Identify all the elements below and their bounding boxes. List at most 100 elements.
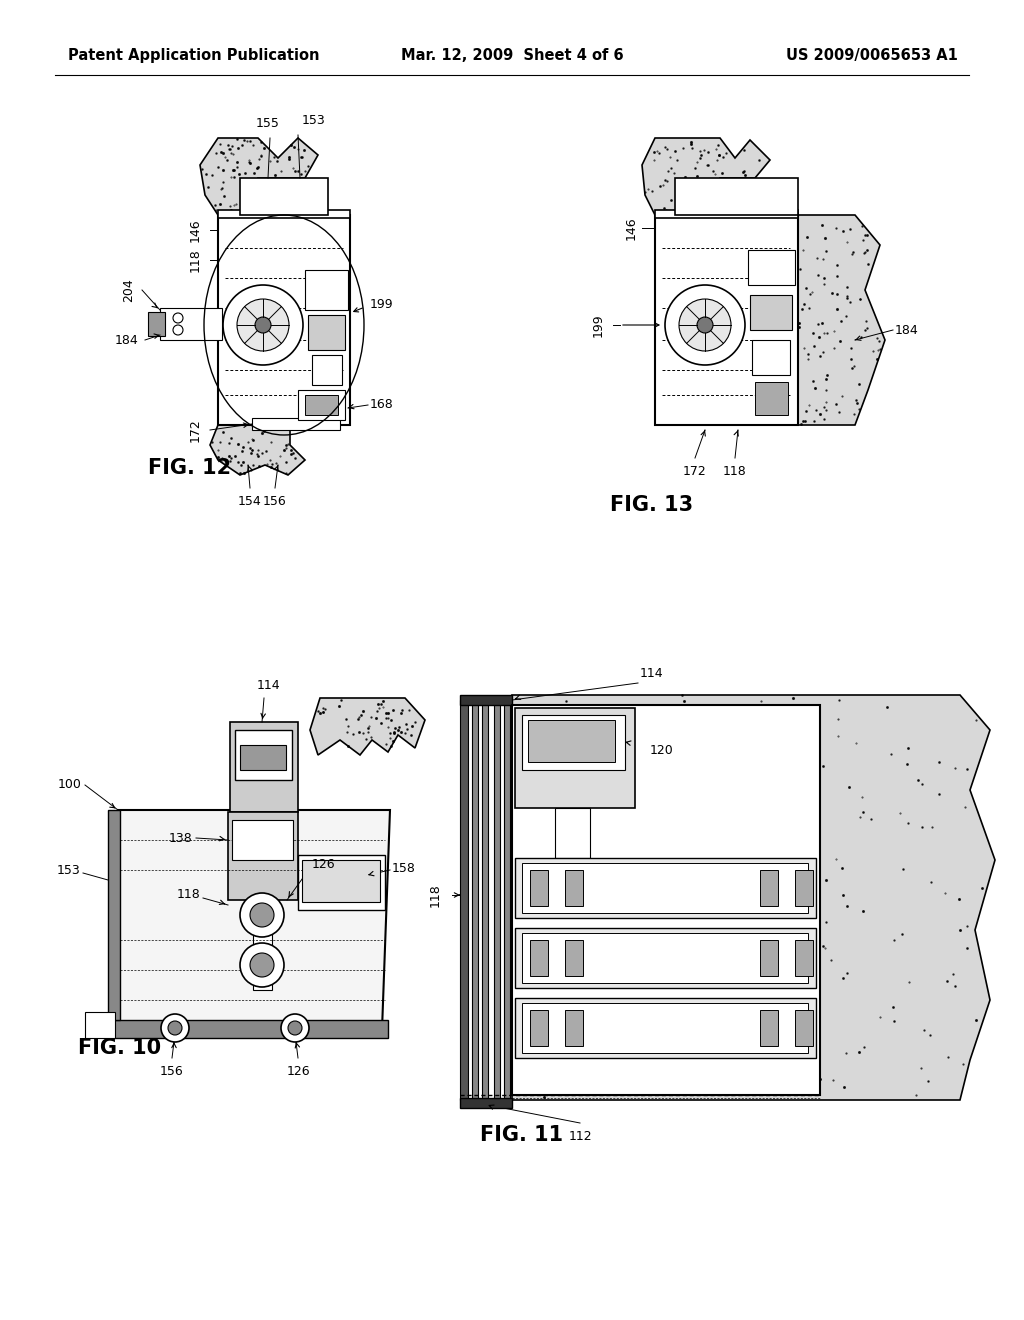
Bar — [748, 249, 795, 285]
Bar — [755, 381, 788, 414]
Bar — [528, 719, 615, 762]
Bar — [234, 730, 292, 780]
Bar — [530, 870, 548, 906]
Bar — [160, 308, 222, 341]
Text: 126: 126 — [286, 1065, 310, 1078]
Polygon shape — [798, 215, 885, 425]
Text: 146: 146 — [625, 216, 638, 240]
Bar — [565, 1010, 583, 1045]
Circle shape — [255, 317, 271, 333]
Circle shape — [237, 300, 289, 351]
Bar — [504, 700, 510, 1100]
Text: 146: 146 — [189, 218, 202, 242]
Text: 120: 120 — [650, 743, 674, 756]
Bar — [460, 1098, 512, 1107]
Bar — [655, 215, 798, 425]
Text: FIG. 11: FIG. 11 — [480, 1125, 563, 1144]
Circle shape — [173, 325, 183, 335]
Circle shape — [697, 317, 713, 333]
Polygon shape — [642, 139, 770, 215]
Text: 138: 138 — [168, 832, 193, 845]
Bar — [522, 1003, 808, 1053]
Bar — [302, 861, 380, 902]
Bar — [232, 820, 293, 861]
Bar — [565, 870, 583, 906]
Bar — [512, 705, 820, 1096]
Bar — [565, 940, 583, 975]
Polygon shape — [110, 810, 390, 1030]
Bar — [795, 870, 813, 906]
Text: 156: 156 — [263, 495, 287, 508]
Circle shape — [665, 285, 745, 366]
Text: 199: 199 — [370, 298, 393, 312]
Circle shape — [281, 1014, 309, 1041]
Bar — [112, 1020, 388, 1038]
Circle shape — [173, 313, 183, 323]
Text: 154: 154 — [239, 495, 262, 508]
Text: 172: 172 — [189, 418, 202, 442]
Circle shape — [223, 285, 303, 366]
Text: 112: 112 — [568, 1130, 592, 1143]
Bar — [240, 178, 328, 215]
Polygon shape — [210, 425, 305, 475]
Text: 118: 118 — [429, 883, 442, 907]
Bar — [85, 1012, 115, 1038]
Circle shape — [250, 953, 274, 977]
Text: 172: 172 — [683, 465, 707, 478]
Text: 118: 118 — [176, 888, 200, 902]
Bar — [515, 928, 816, 987]
Bar — [555, 808, 590, 858]
Circle shape — [288, 1020, 302, 1035]
Bar — [795, 940, 813, 975]
Bar — [494, 700, 500, 1100]
Circle shape — [240, 894, 284, 937]
Bar — [522, 863, 808, 913]
Bar — [522, 715, 625, 770]
Circle shape — [240, 942, 284, 987]
Text: 156: 156 — [160, 1065, 184, 1078]
Text: 158: 158 — [392, 862, 416, 874]
Polygon shape — [310, 698, 425, 755]
Bar — [482, 700, 488, 1100]
Text: 126: 126 — [312, 858, 336, 871]
Bar — [228, 812, 298, 900]
Bar — [230, 722, 298, 812]
Text: 204: 204 — [122, 279, 135, 302]
Bar — [305, 271, 348, 310]
Bar — [760, 1010, 778, 1045]
Bar — [515, 998, 816, 1059]
Text: 199: 199 — [592, 313, 605, 337]
Text: 100: 100 — [58, 779, 82, 792]
Text: Patent Application Publication: Patent Application Publication — [68, 48, 319, 63]
Text: Mar. 12, 2009  Sheet 4 of 6: Mar. 12, 2009 Sheet 4 of 6 — [400, 48, 624, 63]
Polygon shape — [512, 696, 995, 1100]
Bar — [530, 940, 548, 975]
Bar — [752, 341, 790, 375]
Text: 155: 155 — [256, 117, 280, 129]
Bar — [298, 389, 345, 420]
Text: 168: 168 — [370, 399, 394, 412]
Bar — [515, 708, 635, 808]
Text: 153: 153 — [56, 863, 80, 876]
Bar — [655, 210, 798, 218]
Bar — [750, 294, 792, 330]
Text: 118: 118 — [723, 465, 746, 478]
Text: 118: 118 — [189, 248, 202, 272]
Bar — [760, 870, 778, 906]
Text: 153: 153 — [302, 114, 326, 127]
Bar — [108, 810, 120, 1020]
Circle shape — [679, 300, 731, 351]
Text: US 2009/0065653 A1: US 2009/0065653 A1 — [786, 48, 958, 63]
Bar — [308, 315, 345, 350]
Bar — [522, 933, 808, 983]
Bar — [253, 900, 272, 990]
Bar — [148, 312, 165, 337]
Text: FIG. 13: FIG. 13 — [610, 495, 693, 515]
Bar — [515, 858, 816, 917]
Bar — [460, 700, 468, 1100]
Bar — [240, 744, 286, 770]
Text: 114: 114 — [256, 678, 280, 692]
Text: FIG. 12: FIG. 12 — [148, 458, 231, 478]
Text: 184: 184 — [115, 334, 138, 346]
Bar — [530, 1010, 548, 1045]
